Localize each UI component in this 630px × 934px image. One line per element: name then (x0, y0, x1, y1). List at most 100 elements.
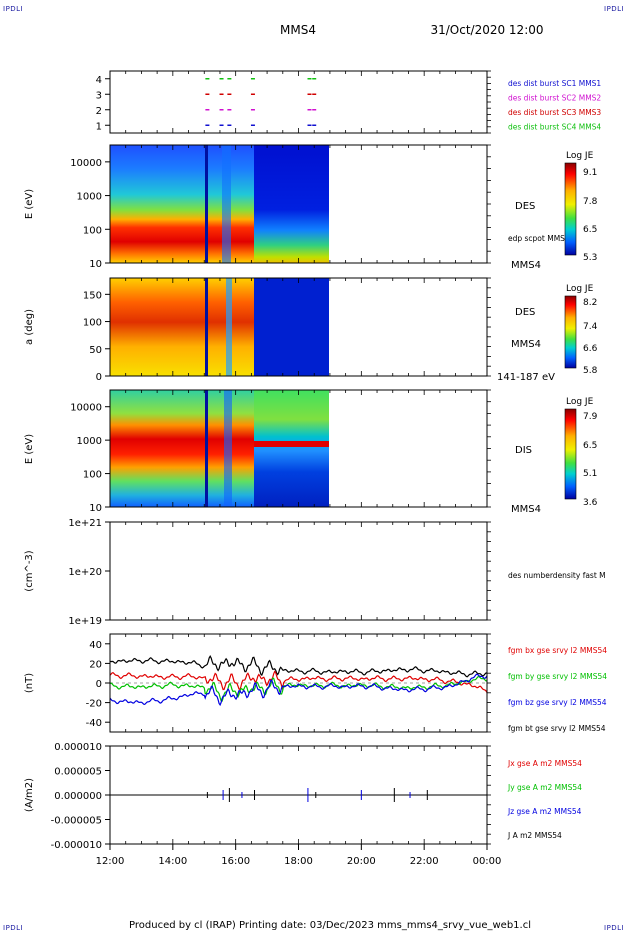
bfield-y-tick-label: 0 (96, 679, 102, 690)
des-pitch-colorbar (564, 295, 577, 369)
current-ylabel: (A/m2) (24, 778, 35, 812)
burst-y-ticks: 1 2 3 4 (96, 75, 110, 132)
des-energy-colorbar-title: Log JE (566, 151, 594, 161)
dis-energy-stripe (224, 390, 232, 507)
des-energy-colorbar (564, 162, 577, 256)
burst-marks (205, 78, 317, 126)
panel-bfield: (nT) -40 -20 0 20 40 fgm bx gse srvy l2 MMS5… (24, 633, 607, 733)
burst-legend: des dist burst SC1 MMS1 des dist burst SC… (508, 79, 601, 132)
des-energy-side-label: edp scpot MMS4 (508, 234, 570, 243)
time-tick-label: 16:00 (221, 856, 250, 867)
des-energy-stripe (205, 145, 208, 263)
panel-tick-marks (109, 70, 491, 845)
burst-legend-label: des dist burst SC2 MMS2 (508, 94, 601, 103)
panel-des-energy: E (eV) 10 100 1000 10000 DES edp scpot MMS4… (24, 144, 598, 271)
time-axis: 12:00 14:00 16:00 18:00 20:00 22:00 00:00 (96, 844, 502, 867)
density-y-tick-label: 1e+20 (68, 567, 102, 578)
burst-y-tick-label: 4 (96, 75, 102, 86)
panel-density: (cm^-3) 1e+19 1e+20 1e+21 des numberdensit… (24, 518, 606, 627)
des-energy-ylabel: E (eV) (24, 189, 35, 219)
des-energy-side-label: MMS4 (511, 260, 541, 271)
burst-y-tick-label: 2 (96, 106, 102, 117)
bfield-series-line (109, 675, 487, 702)
des-pitch-colorbar-tick: 7.4 (583, 322, 598, 332)
des-pitch-side-label: DES (515, 307, 535, 318)
burst-y-tick-label: 3 (96, 90, 102, 101)
des-energy-colorbar-tick: 6.5 (583, 225, 597, 235)
des-energy-y-ticks: 10 100 1000 10000 (70, 158, 110, 270)
dis-energy-side-label: MMS4 (511, 504, 541, 515)
burst-legend-label: des dist burst SC3 MMS3 (508, 108, 601, 117)
current-y-tick-label: -0.000005 (51, 816, 102, 827)
des-pitch-colorbar-tick: 5.8 (583, 366, 598, 376)
bfield-y-tick-label: -20 (86, 699, 102, 710)
dis-energy-spectrogram-late (254, 390, 329, 507)
dis-energy-side-label: DIS (515, 445, 532, 456)
density-y-ticks: 1e+19 1e+20 1e+21 (68, 518, 110, 627)
des-energy-y-tick-label: 10000 (70, 158, 102, 169)
des-energy-spectrogram-late (254, 145, 329, 263)
header-spacecraft: MMS4 (280, 23, 316, 37)
burst-legend-label: des dist burst SC1 MMS1 (508, 79, 601, 88)
bfield-y-ticks: -40 -20 0 20 40 (86, 640, 110, 729)
des-pitch-y-tick-label: 50 (89, 345, 102, 356)
des-energy-y-tick-label: 1000 (77, 192, 102, 203)
burst-legend-label: des dist burst SC4 MMS4 (508, 123, 601, 132)
current-y-tick-label: -0.000010 (51, 840, 102, 851)
density-legend-label: des numberdensity fast M (508, 571, 606, 580)
dis-energy-colorbar (564, 408, 577, 500)
des-pitch-spectrogram-late (254, 278, 329, 376)
current-legend-label: Jx gse A m2 MMS54 (507, 759, 582, 768)
current-y-ticks: -0.000010 -0.000005 0.000000 0.000005 0.0000… (51, 742, 110, 851)
des-energy-colorbar-tick: 5.3 (583, 253, 597, 263)
bfield-y-tick-label: 20 (89, 659, 102, 670)
time-tick-label: 00:00 (473, 856, 502, 867)
bfield-legend: fgm bx gse srvy l2 MMS54 fgm by gse srvy … (508, 646, 607, 733)
des-pitch-colorbar-tick: 6.6 (583, 344, 598, 354)
bfield-legend-label: fgm bz gse srvy l2 MMS54 (508, 698, 607, 707)
dis-energy-colorbar-title: Log JE (566, 397, 594, 407)
current-legend: Jx gse A m2 MMS54 Jy gse A m2 MMS54 Jz gse… (507, 759, 582, 840)
panel-dis-energy: E (eV) 10 100 1000 10000 DIS MMS4 Log JE 7.… (24, 389, 598, 515)
des-pitch-colorbar-tick: 8.2 (583, 298, 597, 308)
des-pitch-colorbar-title: Log JE (566, 284, 594, 294)
dis-energy-y-tick-label: 10 (89, 503, 102, 514)
dis-energy-red-band (254, 441, 329, 447)
current-y-tick-label: 0.000010 (54, 742, 102, 753)
des-pitch-y-tick-label: 150 (83, 290, 102, 301)
des-pitch-stripe (226, 278, 232, 376)
dis-energy-y-tick-label: 100 (83, 470, 102, 481)
corner-label-bottom-left: IPDLI (3, 924, 24, 932)
des-pitch-y-tick-label: 0 (96, 372, 102, 383)
bfield-legend-label: fgm bx gse srvy l2 MMS54 (508, 646, 607, 655)
bfield-series-line (109, 673, 488, 707)
bfield-y-tick-label: 40 (89, 640, 102, 651)
bfield-legend-label: fgm bt gse srvy l2 MMS54 (508, 724, 606, 733)
panel-burst-frame (109, 70, 488, 134)
des-pitch-side-label: MMS4 (511, 339, 541, 350)
bfield-series-line (109, 654, 487, 678)
density-y-tick-label: 1e+21 (68, 518, 102, 529)
panel-des-pitch: a (deg) 0 50 100 150 DES MMS4 141-187 eV Lo… (24, 277, 598, 383)
time-tick-label: 20:00 (347, 856, 376, 867)
dis-energy-ylabel: E (eV) (24, 434, 35, 464)
footer-credit: Produced by cl (IRAP) Printing date: 03/… (129, 920, 531, 931)
des-energy-y-tick-label: 100 (83, 225, 102, 236)
des-energy-stripe (222, 145, 231, 263)
bfield-y-tick-label: -40 (86, 718, 102, 729)
current-y-tick-label: 0.000005 (54, 767, 102, 778)
current-lines (110, 788, 487, 802)
des-energy-colorbar-tick: 9.1 (583, 168, 597, 178)
corner-label-top-right: IPDLI (604, 5, 625, 13)
des-energy-y-tick-label: 10 (89, 259, 102, 270)
corner-label-bottom-right: IPDLI (604, 924, 625, 932)
time-tick-label: 22:00 (410, 856, 439, 867)
des-pitch-y-tick-label: 100 (83, 318, 102, 329)
current-legend-label: Jz gse A m2 MMS54 (507, 807, 582, 816)
header-datetime: 31/Oct/2020 12:00 (430, 23, 543, 37)
dis-energy-colorbar-tick: 3.6 (583, 498, 598, 508)
dis-energy-colorbar-tick: 7.9 (583, 412, 598, 422)
panel-density-frame (109, 521, 488, 621)
